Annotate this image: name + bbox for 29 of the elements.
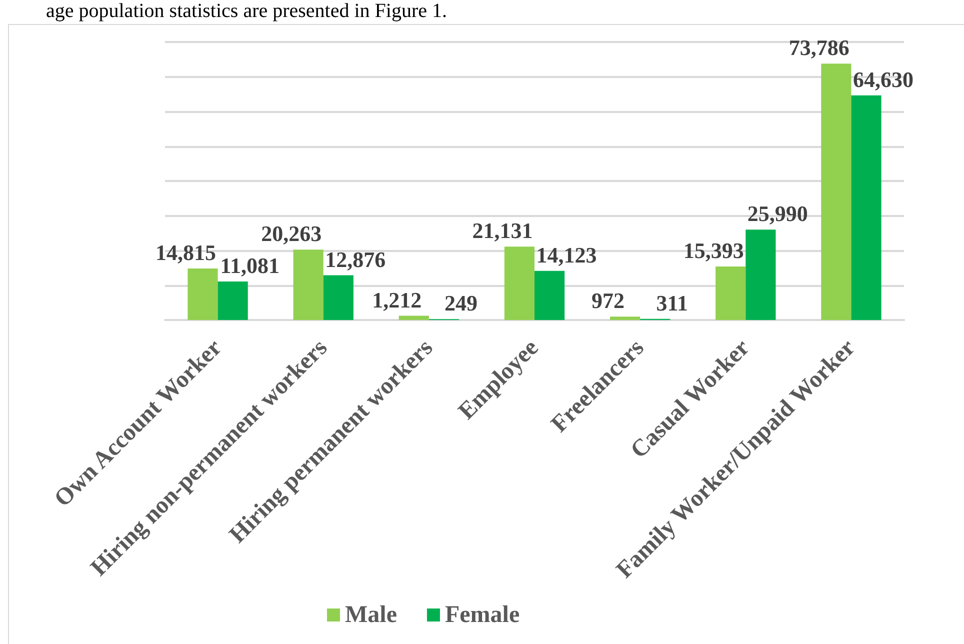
data-label: 15,393 <box>683 238 744 264</box>
bar <box>821 64 852 320</box>
data-label: 12,876 <box>325 246 386 272</box>
data-label: 249 <box>444 290 478 316</box>
bar <box>610 316 640 320</box>
bar <box>716 266 746 320</box>
bar <box>504 246 534 320</box>
bar <box>398 316 429 320</box>
bar <box>188 268 218 320</box>
bar <box>218 281 248 320</box>
bar <box>323 275 354 320</box>
data-label: 14,123 <box>536 242 597 268</box>
data-label: 25,990 <box>747 201 808 226</box>
data-label: 972 <box>592 288 625 314</box>
legend-label: Male <box>345 602 398 628</box>
bar <box>534 270 565 320</box>
bar <box>851 95 882 320</box>
data-label: 1,212 <box>372 287 422 312</box>
legend-label: Female <box>444 602 520 628</box>
data-label: 20,263 <box>261 221 322 246</box>
bar <box>746 230 776 320</box>
data-label: 311 <box>656 290 688 316</box>
bar <box>293 250 324 320</box>
data-label: 73,786 <box>788 35 850 60</box>
data-label: 11,081 <box>220 252 280 278</box>
text: age population statistics are presented in Figure 1. <box>46 0 448 22</box>
data-label: 64,630 <box>853 66 914 92</box>
data-label: 14,815 <box>155 240 216 266</box>
data-label: 21,131 <box>472 218 533 244</box>
